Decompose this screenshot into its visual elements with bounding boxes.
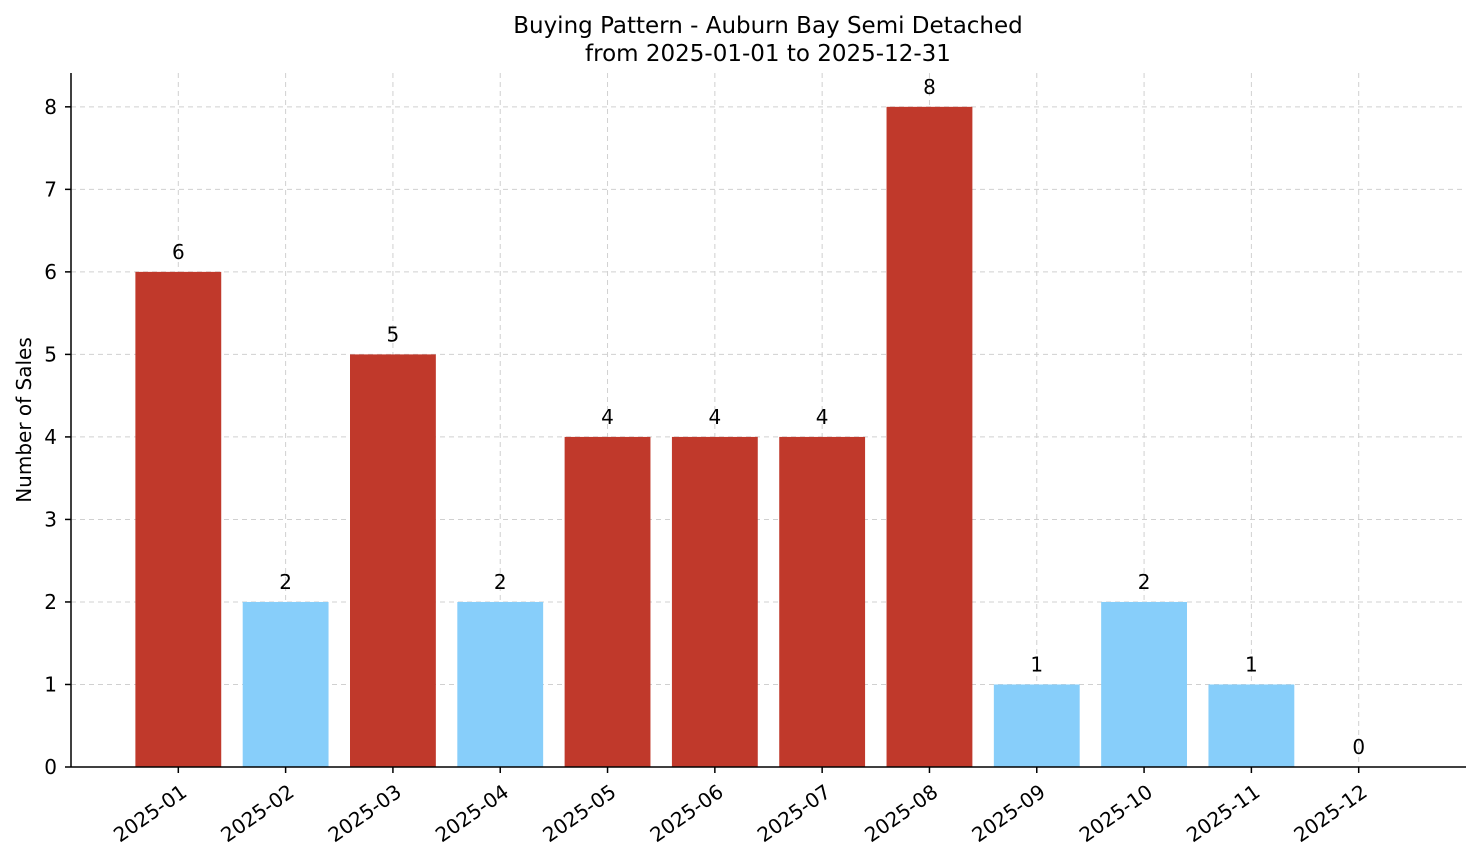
value-label: 4 (601, 405, 614, 429)
x-tick-label: 2025-11 (1182, 779, 1264, 847)
x-tick-label: 2025-10 (1075, 779, 1157, 847)
x-tick-label: 2025-09 (967, 779, 1049, 847)
x-tick-label: 2025-05 (538, 779, 620, 847)
value-label: 1 (1030, 652, 1043, 676)
bar (242, 601, 329, 767)
value-label: 2 (1138, 570, 1151, 594)
value-label: 0 (1352, 735, 1365, 759)
x-tick-label: 2025-03 (324, 779, 406, 847)
chart-title: Buying Pattern - Auburn Bay Semi Detache… (513, 13, 1023, 39)
x-tick-label: 2025-12 (1289, 779, 1371, 847)
x-tick-label: 2025-02 (216, 779, 298, 847)
chart-subtitle: from 2025-01-01 to 2025-12-31 (585, 41, 951, 67)
bar (350, 354, 436, 767)
x-tick-label: 2025-06 (645, 779, 727, 847)
y-tick-label: 7 (44, 177, 57, 201)
bar (886, 106, 973, 767)
y-tick-label: 4 (44, 425, 57, 449)
value-label: 4 (816, 405, 829, 429)
x-tick-label: 2025-01 (109, 779, 191, 847)
y-tick-label: 8 (44, 95, 57, 119)
bar (671, 436, 758, 767)
value-label: 1 (1245, 652, 1258, 676)
bar (779, 436, 866, 767)
y-tick-label: 1 (44, 672, 57, 696)
y-tick-label: 2 (44, 590, 57, 614)
bar (1101, 601, 1187, 767)
value-label: 8 (923, 75, 936, 99)
bar (993, 684, 1080, 767)
y-axis-label: Number of Sales (12, 337, 36, 503)
value-label: 4 (708, 405, 721, 429)
y-tick-label: 6 (44, 260, 57, 284)
value-label: 2 (279, 570, 292, 594)
x-tick-label: 2025-04 (431, 779, 513, 847)
value-label: 5 (387, 322, 400, 346)
bar (457, 601, 544, 767)
y-tick-label: 3 (44, 507, 57, 531)
bar (135, 271, 222, 767)
value-label: 6 (172, 240, 185, 264)
bar (1208, 684, 1295, 767)
bar (564, 436, 651, 767)
x-tick-label: 2025-08 (860, 779, 942, 847)
value-label: 2 (494, 570, 507, 594)
x-tick-label: 2025-07 (753, 779, 835, 847)
y-tick-label: 5 (44, 342, 57, 366)
y-tick-label: 0 (44, 755, 57, 779)
